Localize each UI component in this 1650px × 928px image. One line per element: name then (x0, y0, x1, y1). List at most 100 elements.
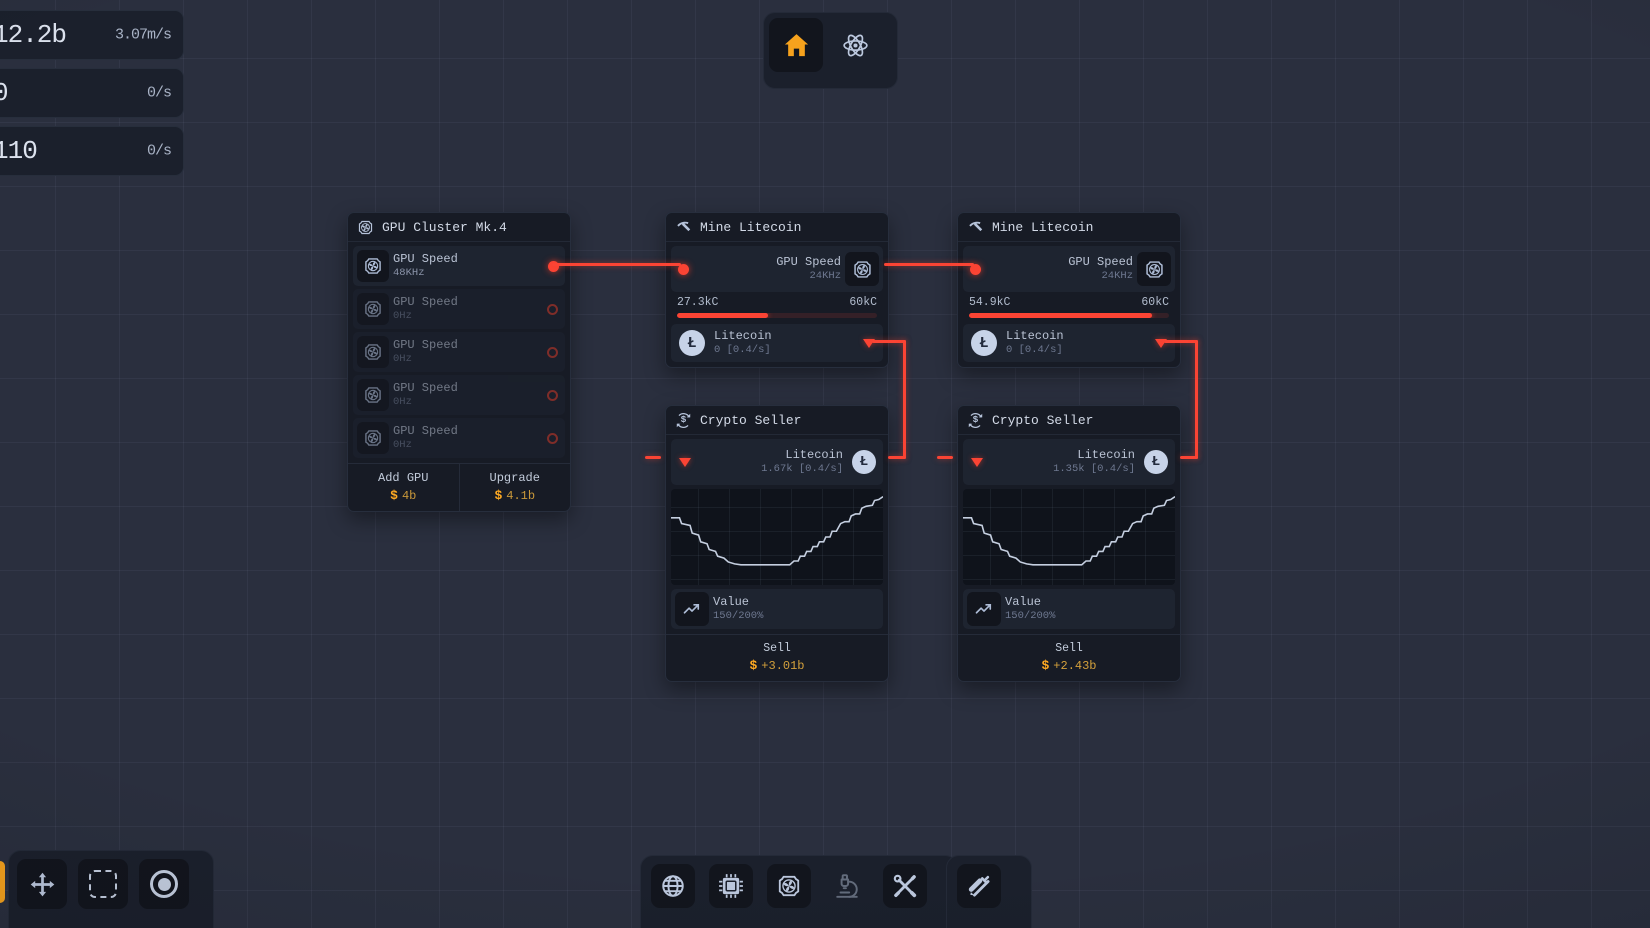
port-text: GPU Speed 48KHz (393, 252, 458, 280)
node-miner-1[interactable]: Mine Litecoin GPU Speed 24KHz 27.3kC 60k… (665, 212, 889, 368)
tools-category-button[interactable] (883, 864, 927, 908)
litecoin-output-row: Ł Litecoin 0 [0.4/s] (671, 324, 883, 362)
design-tools-button[interactable] (957, 864, 1001, 908)
output-port-empty[interactable] (547, 432, 558, 444)
gpu-category-button[interactable] (767, 864, 811, 908)
research-category-button[interactable] (825, 864, 869, 908)
atom-icon (841, 31, 870, 60)
gpu-fan-icon (363, 428, 383, 448)
clipped-side-button[interactable] (0, 861, 5, 903)
node-header[interactable]: $ Crypto Seller (666, 406, 888, 435)
circle-tool-button[interactable] (139, 859, 189, 909)
port-text: Litecoin 0 [0.4/s] (714, 329, 772, 357)
canvas-tools-bar (8, 850, 214, 928)
litecoin-input-row: Litecoin 1.35k [0.4/s] Ł (963, 439, 1175, 485)
circle-tool-icon (150, 870, 178, 898)
move-tool-button[interactable] (17, 859, 67, 909)
node-actions: Add GPU $4b Upgrade $4.1b (348, 463, 570, 511)
gpu-output-row: GPU Speed 48KHz (353, 246, 565, 286)
gpu-fan-icon (852, 259, 873, 280)
resource-value: 110 (0, 136, 38, 166)
value-label: Value (713, 594, 750, 609)
gpu-speed-input-row: GPU Speed 24KHz (671, 246, 883, 292)
litecoin-output-row: Ł Litecoin 0 [0.4/s] (963, 324, 1175, 362)
port-label: GPU Speed (393, 251, 458, 266)
gpu-output-row: GPU Speed 0Hz (353, 289, 565, 329)
port-label: Litecoin (1077, 447, 1135, 462)
trend-up-icon-tile (675, 592, 709, 626)
price-amount: +2.43b (1053, 659, 1097, 673)
node-header[interactable]: GPU Cluster Mk.4 (348, 213, 570, 242)
litecoin-input-row: Litecoin 1.67k [0.4/s] Ł (671, 439, 883, 485)
port-value: 24KHz (1101, 269, 1133, 282)
port-value: 0Hz (393, 352, 412, 365)
input-port-connected[interactable] (970, 263, 981, 275)
litecoin-icon: Ł (679, 330, 705, 356)
resource-rate: 3.07m/s (114, 26, 172, 44)
node-title: Crypto Seller (992, 412, 1094, 428)
node-header[interactable]: Mine Litecoin (666, 213, 888, 242)
button-label: Sell (1055, 642, 1083, 655)
node-title: Crypto Seller (700, 412, 802, 428)
design-tools-icon (966, 873, 992, 899)
port-value: 24KHz (809, 269, 841, 282)
port-text: Litecoin 1.67k [0.4/s] (761, 448, 843, 476)
output-port-empty[interactable] (547, 346, 558, 358)
input-port-connected[interactable] (678, 263, 689, 275)
node-gpu-cluster[interactable]: GPU Cluster Mk.4 GPU Speed 48KHz GPU Spe… (347, 212, 571, 512)
litecoin-icon: Ł (1144, 450, 1168, 474)
trend-up-icon-tile (967, 592, 1001, 626)
chip-icon (718, 873, 744, 899)
port-text: GPU Speed 24KHz (776, 255, 841, 283)
value-row: Value 150/200% (963, 589, 1175, 629)
node-header[interactable]: $ Crypto Seller (958, 406, 1180, 435)
gpu-fan-icon (363, 299, 383, 319)
dollar-icon: $ (494, 488, 503, 503)
node-actions: Sell $ +2.43b (958, 634, 1180, 681)
input-port-litecoin[interactable] (679, 457, 691, 467)
port-text: GPU Speed 24KHz (1068, 255, 1133, 283)
home-button[interactable] (769, 18, 823, 72)
output-port-litecoin[interactable] (1155, 338, 1167, 348)
box-select-icon (89, 870, 117, 898)
research-button[interactable] (828, 18, 882, 72)
dollar-icon: $ (1041, 658, 1050, 673)
node-miner-2[interactable]: Mine Litecoin GPU Speed 24KHz 54.9kC 60k… (957, 212, 1181, 368)
network-category-button[interactable] (651, 864, 695, 908)
cpu-category-button[interactable] (709, 864, 753, 908)
add-gpu-button[interactable]: Add GPU $4b (348, 464, 459, 511)
upgrade-button[interactable]: Upgrade $4.1b (458, 464, 571, 511)
node-title: Mine Litecoin (700, 219, 802, 235)
button-label: Upgrade (489, 471, 540, 485)
node-header[interactable]: Mine Litecoin (958, 213, 1180, 242)
output-port-empty[interactable] (547, 389, 558, 401)
button-price: $ +2.43b (958, 658, 1180, 673)
gpu-fan-icon (357, 219, 374, 236)
node-seller-1[interactable]: $ Crypto Seller Litecoin 1.67k [0.4/s] Ł (665, 405, 889, 682)
move-icon (29, 871, 56, 898)
litecoin-icon: Ł (971, 330, 997, 356)
node-title: GPU Cluster Mk.4 (382, 219, 507, 235)
node-body: Litecoin 1.67k [0.4/s] Ł Value 150/200% (666, 435, 888, 634)
microscope-icon (834, 873, 860, 899)
gpu-tile (357, 379, 389, 411)
port-label: GPU Speed (393, 423, 458, 438)
node-seller-2[interactable]: $ Crypto Seller Litecoin 1.35k [0.4/s] Ł (957, 405, 1181, 682)
output-port-litecoin[interactable] (863, 338, 875, 348)
box-select-tool-button[interactable] (78, 859, 128, 909)
button-price: $4.1b (460, 488, 571, 503)
input-port-litecoin[interactable] (971, 457, 983, 467)
gpu-fan-icon (363, 385, 383, 405)
output-port-connected[interactable] (548, 260, 559, 272)
sell-button[interactable]: Sell $ +3.01b (666, 635, 888, 681)
wire-stub-seller2-input (937, 456, 953, 459)
output-port-empty[interactable] (547, 303, 558, 315)
port-text: GPU Speed 0Hz (393, 381, 458, 409)
value-amount: 150/200% (1005, 609, 1056, 622)
gpu-tile (357, 293, 389, 325)
port-value: 0 [0.4/s] (1006, 343, 1063, 356)
sell-button[interactable]: Sell $ +2.43b (958, 635, 1180, 681)
mining-progress: 54.9kC 60kC (969, 296, 1169, 318)
globe-icon (660, 873, 686, 899)
